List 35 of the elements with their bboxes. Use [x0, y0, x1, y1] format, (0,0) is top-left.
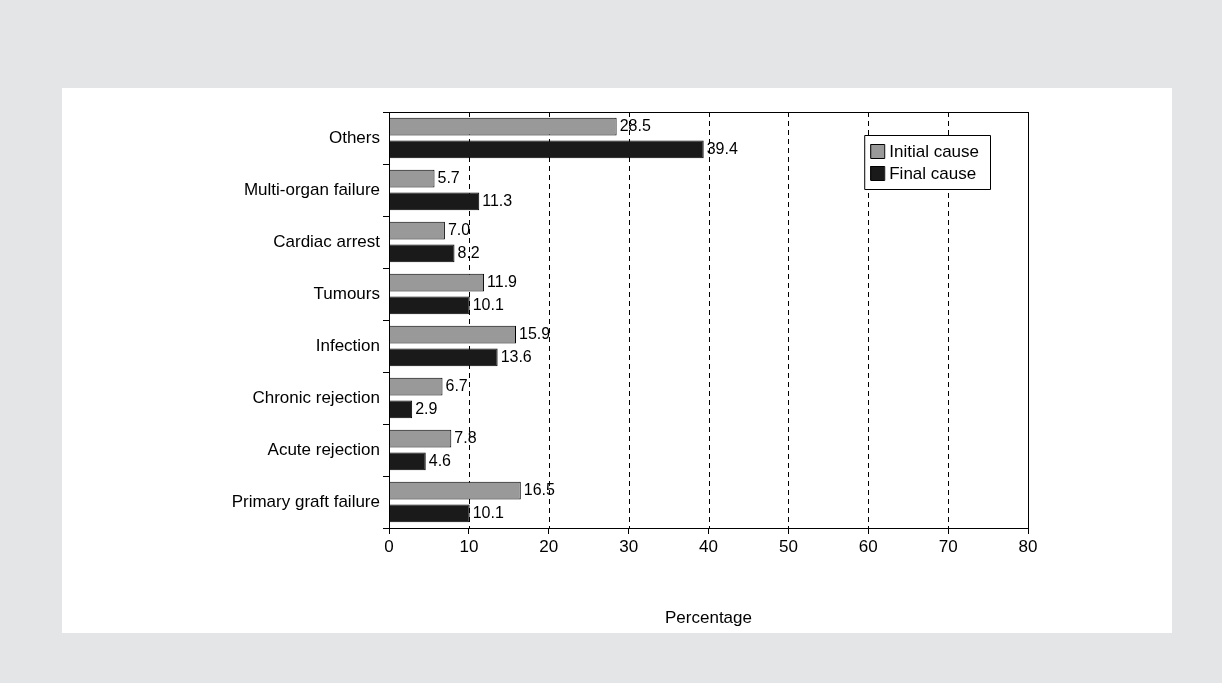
legend-label: Initial cause	[889, 141, 980, 161]
y-tick-label: Chronic rejection	[252, 387, 380, 407]
x-axis-title: Percentage	[665, 608, 752, 628]
x-tick-label: 70	[938, 536, 958, 556]
y-tick-label: Tumours	[313, 283, 380, 303]
data-label: 10.1	[472, 295, 504, 313]
y-tick-label: Multi-organ failure	[243, 179, 380, 199]
x-tick-label: 0	[384, 536, 394, 556]
y-tick-label: Cardiac arrest	[273, 231, 381, 251]
data-label: 8.2	[457, 243, 480, 261]
legend-label: Final cause	[889, 163, 977, 183]
data-label: 11.3	[482, 191, 513, 209]
data-label: 4.6	[428, 451, 452, 469]
x-tick-label: 30	[619, 536, 639, 556]
data-label: 13.6	[500, 347, 532, 365]
x-tick-label: 80	[1018, 536, 1038, 556]
data-label: 15.9	[519, 324, 551, 342]
data-label: 11.9	[487, 272, 518, 290]
y-tick-label: Others	[328, 127, 380, 147]
x-tick-label: 60	[858, 536, 878, 556]
x-tick-label: 50	[778, 536, 798, 556]
data-label: 6.7	[445, 376, 468, 394]
data-label: 2.9	[415, 399, 438, 417]
y-tick-label: Acute rejection	[267, 439, 380, 459]
x-tick-label: 40	[699, 536, 718, 556]
data-label: 5.7	[437, 168, 460, 186]
data-label: 10.1	[472, 503, 504, 521]
x-tick-label: 20	[539, 536, 559, 556]
data-label: 7.0	[447, 220, 471, 238]
data-label: 39.4	[706, 139, 738, 157]
y-tick-label: Primary graft failure	[231, 491, 380, 511]
x-tick-label: 10	[459, 536, 479, 556]
data-label: 16.5	[523, 480, 556, 498]
y-tick-label: Infection	[315, 335, 380, 355]
data-label: 28.5	[619, 116, 651, 134]
